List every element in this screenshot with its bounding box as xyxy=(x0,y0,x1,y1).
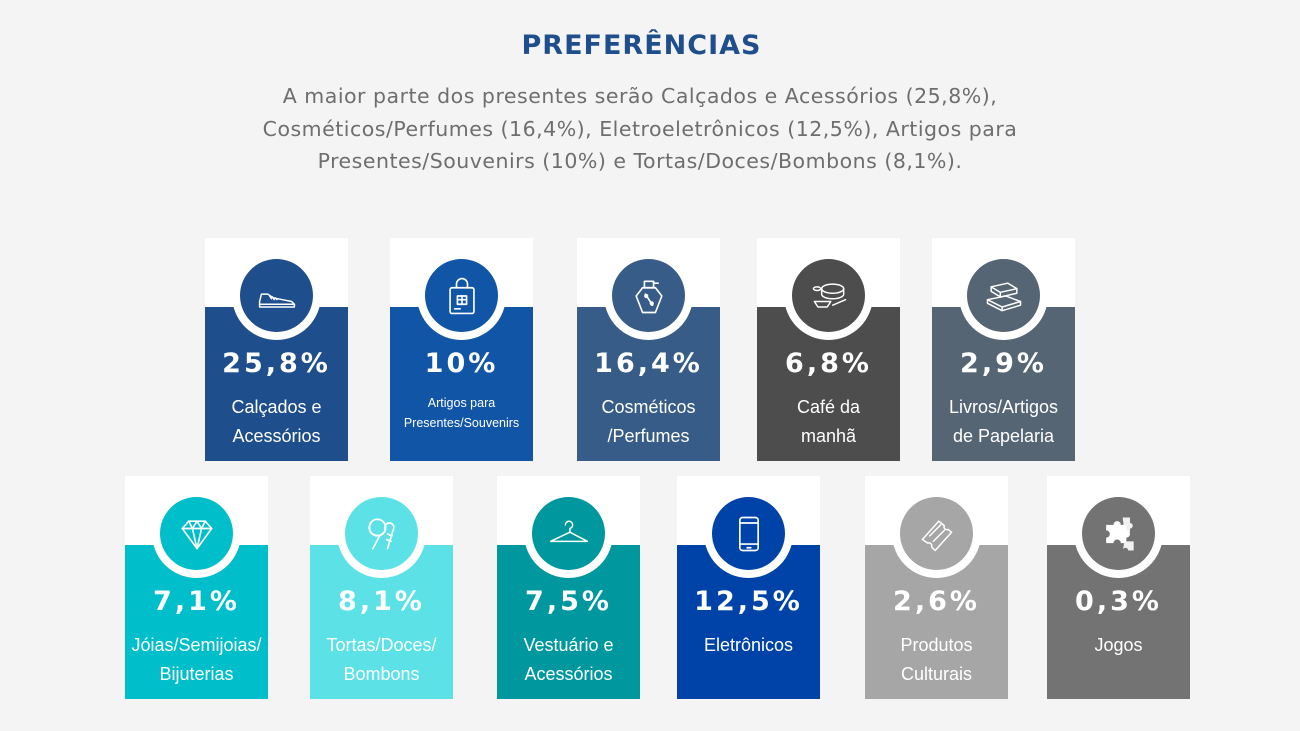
card-percent: 7,1% xyxy=(153,586,240,617)
card-label: Café da manhã xyxy=(796,397,861,446)
shopping-bag-icon xyxy=(425,259,498,332)
icon-badge xyxy=(704,489,793,578)
icon-badge xyxy=(232,251,321,340)
card-produtos-culturais: 2,6% Produtos Culturais xyxy=(865,476,1008,699)
card-tortas-doces: 8,1% Tortas/Doces/Bombons xyxy=(310,476,453,699)
card-calcados: 25,8% Calçados e Acessórios xyxy=(205,238,348,461)
icon-badge xyxy=(959,251,1048,340)
card-percent: 6,8% xyxy=(785,348,872,379)
card-label: Produtos Culturais xyxy=(900,635,973,684)
icon-badge xyxy=(152,489,241,578)
perfume-icon xyxy=(612,259,685,332)
card-label: Vestuário e Acessórios xyxy=(523,635,614,684)
page-title: PREFERÊNCIAS xyxy=(521,30,762,61)
card-percent: 16,4% xyxy=(594,348,703,379)
card-percent: 0,3% xyxy=(1075,586,1162,617)
smartphone-icon xyxy=(712,497,785,570)
card-artigos-presentes: 10% Artigos para Presentes/Souvenirs xyxy=(390,238,533,461)
card-joias: 7,1% Jóias/Semijoias/Bijuterias xyxy=(125,476,268,699)
icon-badge xyxy=(892,489,981,578)
card-label: Tortas/Doces/Bombons xyxy=(326,635,437,684)
icon-badge xyxy=(1074,489,1163,578)
icon-badge xyxy=(604,251,693,340)
icon-badge xyxy=(417,251,506,340)
tickets-icon xyxy=(900,497,973,570)
puzzle-icon xyxy=(1082,497,1155,570)
diamond-icon xyxy=(160,497,233,570)
card-label: Livros/Artigos de Papelaria xyxy=(948,397,1059,446)
books-icon xyxy=(967,259,1040,332)
card-percent: 2,9% xyxy=(960,348,1047,379)
card-label: Jóias/Semijoias/Bijuterias xyxy=(131,635,262,684)
icon-badge xyxy=(337,489,426,578)
breakfast-icon xyxy=(792,259,865,332)
icon-badge xyxy=(784,251,873,340)
card-label: Cosméticos/Perfumes xyxy=(601,397,696,446)
card-livros: 2,9% Livros/Artigos de Papelaria xyxy=(932,238,1075,461)
card-label: Jogos xyxy=(1094,635,1143,655)
card-eletronicos: 12,5% Eletrônicos xyxy=(677,476,820,699)
card-label: Calçados e Acessórios xyxy=(231,397,322,446)
card-percent: 8,1% xyxy=(338,586,425,617)
card-percent: 7,5% xyxy=(525,586,612,617)
card-label: Artigos para Presentes/Souvenirs xyxy=(403,396,520,430)
card-jogos: 0,3% Jogos xyxy=(1047,476,1190,699)
card-label: Eletrônicos xyxy=(703,635,794,655)
sneaker-icon xyxy=(240,259,313,332)
card-percent: 2,6% xyxy=(893,586,980,617)
card-vestuario: 7,5% Vestuário e Acessórios xyxy=(497,476,640,699)
page-summary: A maior parte dos presentes serão Calçad… xyxy=(262,84,1018,173)
card-percent: 25,8% xyxy=(222,348,331,379)
card-percent: 10% xyxy=(424,348,499,379)
hanger-icon xyxy=(532,497,605,570)
icon-badge xyxy=(524,489,613,578)
card-percent: 12,5% xyxy=(694,586,803,617)
card-cafe-da-manha: 6,8% Café da manhã xyxy=(757,238,900,461)
card-cosmeticos: 16,4% Cosméticos/Perfumes xyxy=(577,238,720,461)
candy-icon xyxy=(345,497,418,570)
